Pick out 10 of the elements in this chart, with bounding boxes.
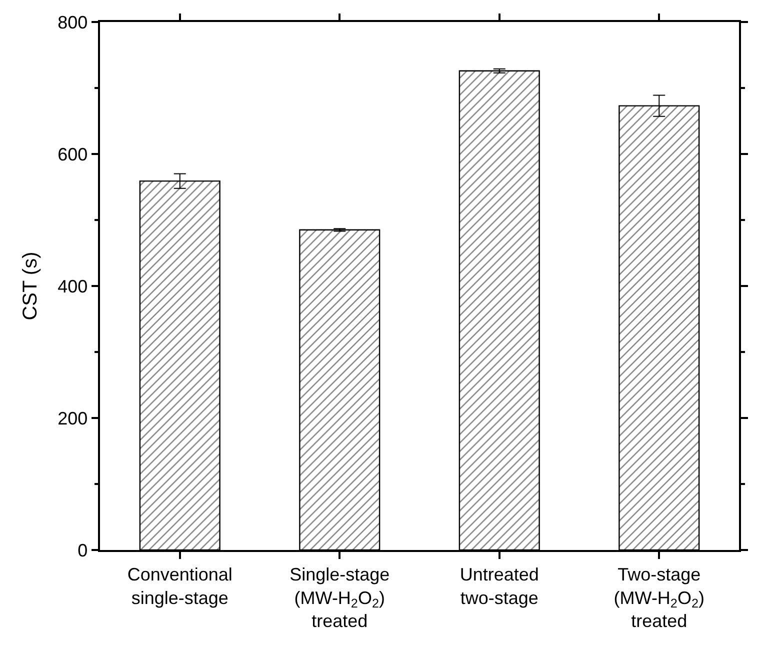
x-tick-label: Untreated two-stage — [460, 564, 539, 608]
y-tick-label: 400 — [58, 276, 88, 296]
y-tick-label: 600 — [58, 144, 88, 164]
y-tick-label: 800 — [58, 12, 88, 32]
x-tick-label: Single-stage (MW-H$_{2}$O$_{2}$) treated — [290, 564, 390, 632]
y-tick-label: 0 — [78, 540, 88, 560]
y-axis-title: CST (s) — [20, 252, 42, 320]
x-tick-label: Two-stage (MW-H$_{2}$O$_{2}$) treated — [614, 564, 704, 632]
x-tick-label: Conventional single-stage — [127, 564, 232, 608]
y-tick-label: 200 — [58, 408, 88, 428]
